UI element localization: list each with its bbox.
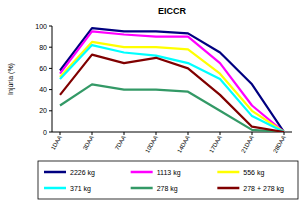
y-tick xyxy=(49,132,52,133)
y-tick-label: 100 xyxy=(35,23,47,30)
series-line xyxy=(60,42,284,132)
legend-swatch xyxy=(131,171,153,174)
y-tick-label: 80 xyxy=(39,44,47,51)
title: EICCR xyxy=(158,6,187,16)
y-tick xyxy=(49,110,52,111)
y-tick xyxy=(49,89,52,90)
legend-label: 278 + 278 kg xyxy=(243,185,284,193)
x-tick-label: 28DAA xyxy=(272,135,287,154)
x-tick-label: 3DAA xyxy=(82,135,95,152)
y-tick-label: 0 xyxy=(43,129,47,136)
legend-label: 278 kg xyxy=(157,185,178,193)
series-line xyxy=(60,45,284,132)
legend-label: 2226 kg xyxy=(70,169,95,177)
y-tick xyxy=(49,68,52,69)
x-tick xyxy=(156,132,157,135)
legend-label: 556 kg xyxy=(243,169,264,177)
series-line xyxy=(60,31,284,132)
legend-box xyxy=(38,161,298,199)
legend-label: 371 kg xyxy=(70,185,91,193)
x-tick-label: 1DAA xyxy=(50,135,63,152)
chart: EICCR Injúria (%) 0 20 40 60 80 100 1DAA 3DAA 7DAA… xyxy=(0,0,301,203)
series-line xyxy=(60,28,284,132)
legend-swatch xyxy=(44,171,66,174)
legend-swatch xyxy=(217,187,239,190)
legend-swatch xyxy=(44,187,66,190)
x-axis xyxy=(52,132,292,133)
x-tick-label: 14DAA xyxy=(176,135,191,154)
y-tick-label: 60 xyxy=(39,65,47,72)
x-tick-label: 7DAA xyxy=(114,135,127,152)
y-tick-label: 20 xyxy=(39,107,47,114)
y-tick-label: 40 xyxy=(39,86,47,93)
plot xyxy=(60,28,284,132)
x-tick-label: 17DAA xyxy=(208,135,223,154)
x-tick-label: 21DAA xyxy=(240,135,255,154)
y-axis xyxy=(52,26,53,132)
x-tick xyxy=(284,132,285,135)
series-line xyxy=(60,55,284,132)
x-tick xyxy=(220,132,221,135)
x-tick xyxy=(252,132,253,135)
x-tick xyxy=(60,132,61,135)
x-tick xyxy=(188,132,189,135)
legend-swatch xyxy=(131,187,153,190)
x-tick-label: 10DAA xyxy=(144,135,159,154)
legend-swatch xyxy=(217,171,239,174)
y-tick xyxy=(49,47,52,48)
x-tick xyxy=(124,132,125,135)
x-tick xyxy=(92,132,93,135)
legend-label: 1113 kg xyxy=(157,169,181,177)
y-label: Injúria (%) xyxy=(7,63,15,95)
y-tick xyxy=(49,26,52,27)
